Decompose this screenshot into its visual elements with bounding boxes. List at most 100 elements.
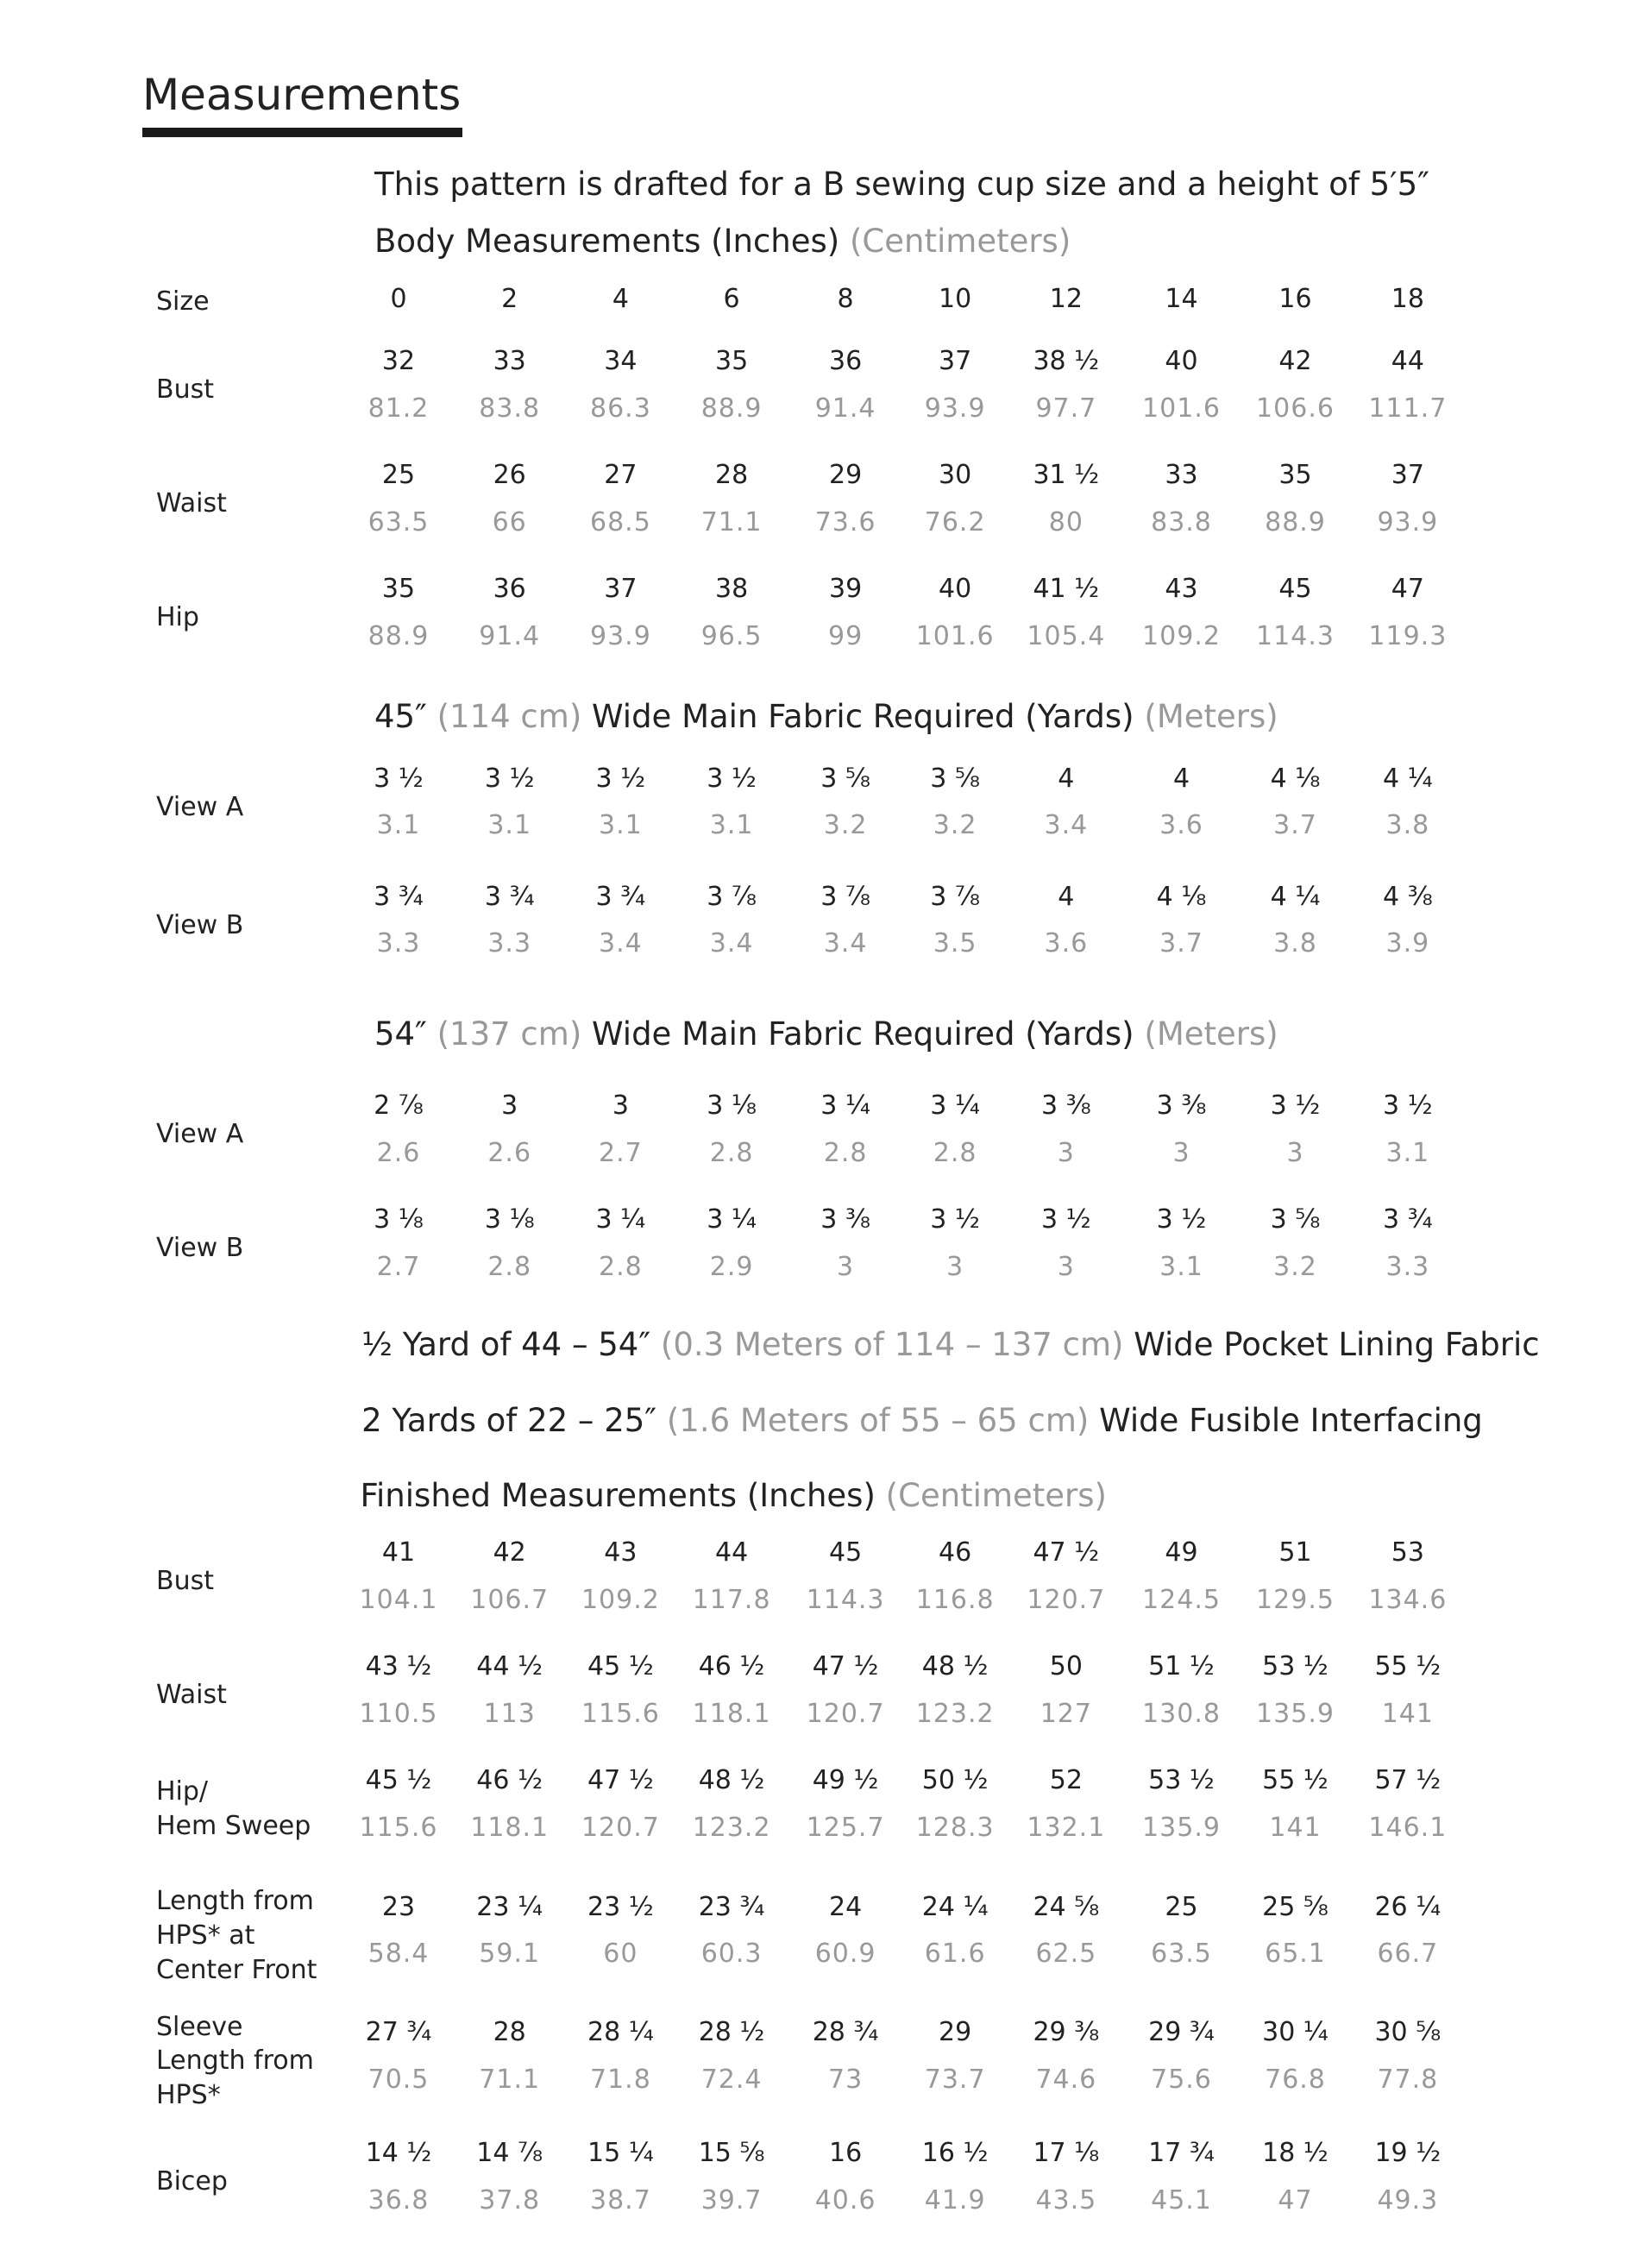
inches-value: 44	[1391, 346, 1424, 377]
metric-value: 99	[828, 620, 864, 651]
metric-value: 118.1	[470, 1812, 550, 1843]
size: 8	[837, 283, 854, 314]
metric-value: 125.7	[806, 1812, 885, 1843]
heading-part: Finished Measurements (Inches)	[360, 1476, 876, 1514]
metric-value: 110.5	[359, 1698, 438, 1729]
inches-value: 53	[1391, 1537, 1424, 1568]
inches-value: 53 ½	[1262, 1651, 1329, 1682]
metric-value: 3	[1057, 1251, 1075, 1282]
size: 10	[939, 283, 972, 314]
inches-value: 19 ½	[1374, 2138, 1442, 2169]
row-label: HPS* at	[156, 1920, 255, 1951]
metric-value: 132.1	[1027, 1812, 1106, 1843]
metric-value: 135.9	[1142, 1812, 1221, 1843]
metric-value: 3.7	[1273, 810, 1317, 840]
size: 6	[723, 283, 740, 314]
size: 12	[1049, 283, 1083, 314]
heading-part: (Meters)	[1144, 1015, 1278, 1053]
inches-value: 46	[939, 1537, 972, 1568]
metric-value: 62.5	[1035, 1939, 1097, 1970]
metric-value: 3.2	[933, 810, 977, 840]
inches-value: 35	[381, 574, 416, 605]
metric-value: 66.7	[1377, 1939, 1439, 1970]
metric-value: 3.8	[1273, 927, 1317, 958]
inches-value: 4	[1058, 763, 1075, 794]
row-label: Bust	[156, 374, 214, 405]
metric-value: 93.9	[924, 393, 986, 424]
metric-value: 3.8	[1385, 810, 1430, 840]
row-label: Hem Sweep	[156, 1810, 311, 1841]
metric-value: 65.1	[1265, 1939, 1326, 1970]
metric-value: 101.6	[1142, 393, 1221, 424]
inches-value: 44	[715, 1537, 749, 1568]
heading-part: (1.6 Meters of 55 – 65 cm)	[666, 1401, 1090, 1439]
inches-value: 3 ¾	[374, 881, 424, 912]
section-heading: Body Measurements (Inches) (Centimeters)	[374, 223, 1071, 261]
metric-value: 141	[1269, 1812, 1322, 1843]
metric-value: 72.4	[700, 2064, 763, 2095]
metric-value: 3.1	[709, 810, 754, 840]
inches-value: 29	[939, 2017, 972, 2048]
inches-value: 38	[715, 574, 749, 605]
inches-value: 4 ⅜	[1382, 881, 1433, 912]
inches-value: 40	[939, 574, 972, 605]
inches-value: 3 ⅜	[1156, 1090, 1207, 1122]
inches-value: 25	[1165, 1892, 1198, 1922]
heading-part: (Meters)	[1144, 698, 1278, 736]
metric-value: 97.7	[1035, 393, 1097, 424]
metric-value: 40.6	[814, 2184, 876, 2215]
metric-value: 109.2	[581, 1584, 660, 1615]
heading-part: Wide Pocket Lining Fabric	[1134, 1326, 1540, 1364]
inches-value: 23	[381, 1892, 416, 1922]
metric-value: 3.4	[823, 927, 868, 958]
inches-value: 18 ½	[1262, 2138, 1329, 2169]
metric-value: 73.7	[924, 2064, 986, 2095]
inches-value: 26 ¼	[1374, 1892, 1442, 1922]
inches-value: 28 ¼	[587, 2017, 654, 2048]
inches-value: 3 ½	[595, 763, 646, 794]
inches-value: 28	[715, 460, 749, 491]
inches-value: 4 ¼	[1382, 763, 1433, 794]
inches-value: 47 ½	[587, 1765, 654, 1796]
inches-value: 15 ⅝	[698, 2138, 765, 2169]
inches-value: 36	[829, 346, 863, 377]
inches-value: 31 ½	[1033, 460, 1100, 491]
row-label: Sleeve	[156, 2011, 243, 2042]
metric-value: 3	[946, 1251, 964, 1282]
inches-value: 3 ½	[930, 1204, 980, 1235]
metric-value: 37.8	[479, 2184, 541, 2215]
metric-value: 120.7	[581, 1812, 660, 1843]
inches-value: 44 ½	[476, 1651, 543, 1682]
metric-value: 73	[828, 2064, 864, 2095]
metric-value: 141	[1381, 1698, 1434, 1729]
inches-value: 3	[612, 1090, 629, 1122]
inches-value: 47 ½	[812, 1651, 879, 1682]
metric-value: 83.8	[1151, 506, 1212, 537]
inches-value: 45	[829, 1537, 863, 1568]
row-label: Length from	[156, 2046, 314, 2077]
inches-value: 3 ⅞	[820, 881, 870, 912]
metric-value: 113	[483, 1698, 536, 1729]
metric-value: 61.6	[924, 1939, 986, 1970]
inches-value: 43	[604, 1537, 638, 1568]
metric-value: 3.1	[1385, 1137, 1430, 1168]
metric-value: 41.9	[924, 2184, 986, 2215]
title: Measurements	[142, 70, 462, 120]
size: 4	[612, 283, 629, 314]
metric-value: 3	[837, 1251, 855, 1282]
metric-value: 2.8	[487, 1251, 532, 1282]
metric-value: 3.5	[933, 927, 977, 958]
inches-value: 49	[1165, 1537, 1198, 1568]
heading-part: 54″	[374, 1015, 427, 1053]
heading-part: ½ Yard of 44 – 54″	[361, 1326, 651, 1364]
metric-value: 101.6	[915, 620, 995, 651]
metric-value: 3.9	[1385, 927, 1430, 958]
inches-value: 42	[493, 1537, 526, 1568]
metric-value: 2.7	[599, 1137, 643, 1168]
inches-value: 43 ½	[365, 1651, 432, 1682]
metric-value: 114.3	[1256, 620, 1335, 651]
metric-value: 91.4	[479, 620, 541, 651]
row-label: Waist	[156, 1680, 227, 1711]
section-heading: 2 Yards of 22 – 25″ (1.6 Meters of 55 – …	[361, 1402, 1483, 1440]
metric-value: 120.7	[806, 1698, 885, 1729]
